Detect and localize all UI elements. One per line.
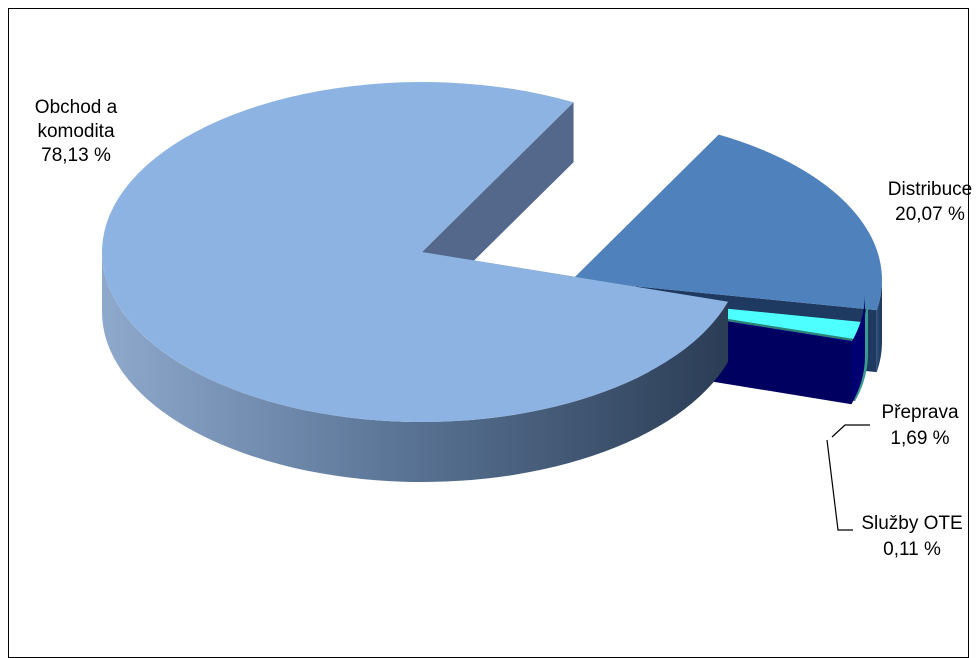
leader-line-preprava xyxy=(831,424,870,438)
slice-side xyxy=(851,294,866,405)
pie-slice-1 xyxy=(101,81,729,482)
slice-label-1: Obchod a komodita 78,13 % xyxy=(35,97,118,166)
slice-label-3: Přeprava 1,69 % xyxy=(881,402,959,449)
pie-chart: Obchod a komodita 78,13 % Distribuce 20,07 %… xyxy=(35,81,972,560)
slice-top xyxy=(572,134,882,311)
label-line: Služby OTE xyxy=(861,513,962,534)
label-line: komodita xyxy=(37,121,115,142)
label-line: Přeprava xyxy=(881,402,959,423)
label-line: Obchod a xyxy=(35,97,118,118)
slice-label-4: Služby OTE 0,11 % xyxy=(861,513,962,560)
label-line: Distribuce xyxy=(888,179,972,200)
slice-side xyxy=(876,280,882,373)
label-line: 0,11 % xyxy=(883,539,941,560)
label-line: 20,07 % xyxy=(895,204,965,225)
label-line: 78,13 % xyxy=(41,145,111,166)
leader-line-sluzby-ote xyxy=(826,439,853,531)
slice-label-2: Distribuce 20,07 % xyxy=(888,179,972,225)
slice-top xyxy=(101,81,729,422)
slice-side xyxy=(102,252,729,482)
label-line: 1,69 % xyxy=(890,428,949,449)
